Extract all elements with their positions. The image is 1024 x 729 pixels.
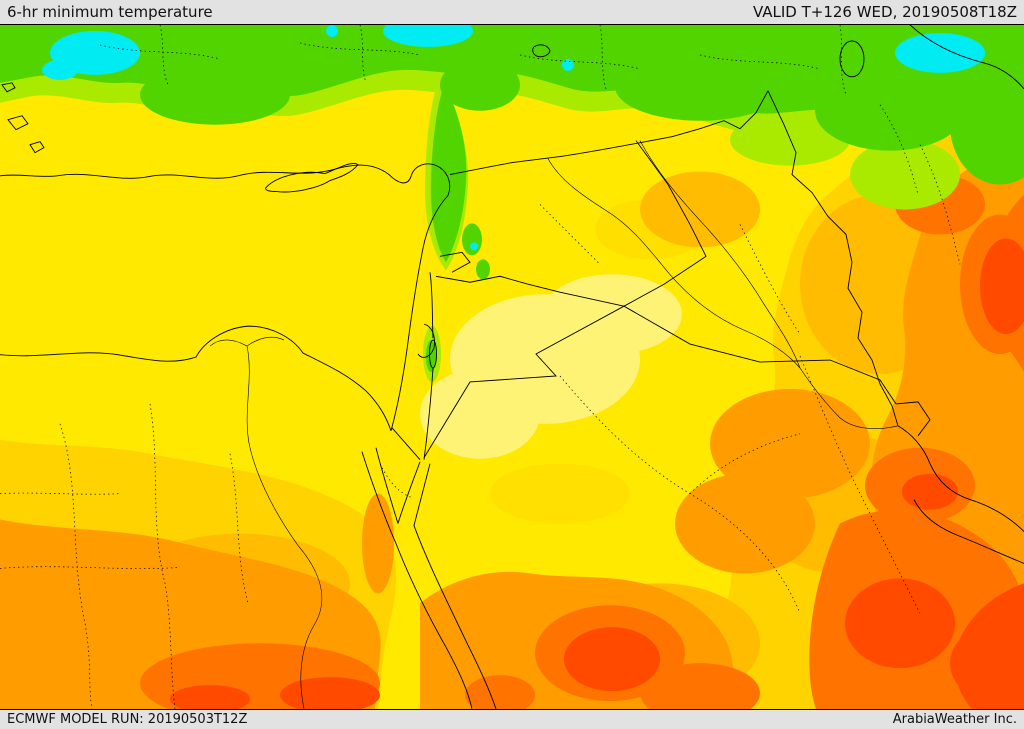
admin-line (299, 42, 421, 56)
temp-band-cyan (383, 25, 473, 47)
admin-line (559, 375, 801, 614)
temp-band-red-orange (950, 623, 1024, 704)
temp-band-green-lebanon (462, 223, 482, 256)
border-lebanon (439, 251, 471, 273)
lake-urmia (839, 40, 865, 78)
temp-band-pale-yellow (542, 274, 682, 355)
temp-band-cyan (895, 32, 985, 73)
coastline-red-sea-west (361, 451, 473, 709)
border-israel-egypt (391, 427, 421, 461)
border-saudi-iraq (623, 305, 897, 405)
admin-line (159, 25, 169, 85)
admin-line (839, 25, 847, 95)
coastline-north-africa (0, 325, 392, 431)
admin-line (0, 566, 181, 569)
admin-line (149, 403, 176, 709)
weather-map-canvas (0, 25, 1024, 709)
temp-band-cyan-lebanon (470, 242, 478, 251)
admin-line (379, 463, 413, 498)
admin-line (699, 54, 821, 70)
admin-line (59, 423, 93, 709)
coastline-gulf-of-suez (375, 447, 399, 524)
country-borders (391, 90, 931, 461)
border-turkey-iraq-iran (699, 90, 769, 130)
river-tigris (639, 140, 801, 369)
border-syria-iraq (623, 140, 707, 307)
weather-map-frame (0, 24, 1024, 710)
temp-band-green (440, 58, 520, 111)
temp-band-pale-yellow (420, 368, 540, 459)
border-iran-iraq (767, 90, 899, 426)
border-turkey-syria (449, 128, 701, 176)
temp-band-orange (675, 473, 815, 574)
temp-band-deep-orange (465, 675, 535, 709)
valid-time-label: VALID T+126 WED, 20190508T18Z (752, 3, 1017, 21)
temp-band-deep-orange (640, 663, 760, 709)
admin-line (359, 25, 367, 83)
temp-band-green-levant-mountains (430, 84, 467, 263)
temp-band-red-orange (902, 473, 958, 510)
header-bar: 6-hr minimum temperature VALID T+126 WED… (0, 0, 1024, 24)
admin-line (689, 433, 801, 494)
temp-band-cyan (326, 25, 338, 37)
temp-band-green (140, 64, 290, 125)
brand-label: ArabiaWeather Inc. (892, 712, 1017, 727)
admin-line (799, 355, 921, 614)
temp-band-orange (710, 388, 870, 499)
temp-band-cyan (42, 59, 78, 80)
temp-band-amber (640, 171, 760, 248)
coastline-sinai-east (397, 461, 421, 524)
temp-band-orange-suez (362, 493, 394, 594)
river-nile-delta (209, 336, 285, 347)
border-kuwait (895, 401, 931, 437)
coastline-persian-gulf-north (897, 425, 1024, 532)
temp-band-green (815, 70, 965, 151)
temp-band-green-judea (426, 340, 436, 372)
border-syria-jordan (435, 275, 625, 307)
temp-band-red-orange (170, 685, 250, 709)
temperature-bands (0, 25, 1024, 709)
temp-band-red-orange (845, 578, 955, 669)
temp-mottle (490, 463, 630, 524)
admin-line (879, 104, 919, 195)
coastlines (0, 25, 1024, 709)
temp-band-green-lebanon (476, 259, 490, 280)
temp-band-green (615, 52, 785, 121)
temp-band-red-orange (280, 677, 380, 709)
coastline-caspian (909, 25, 1024, 90)
model-run-label: ECMWF MODEL RUN: 20190503T12Z (7, 712, 248, 727)
footer-bar: ECMWF MODEL RUN: 20190503T12Z ArabiaWeat… (0, 710, 1024, 729)
admin-borders (0, 25, 961, 709)
lake-tuz (532, 44, 551, 58)
coastline-persian-gulf-south (913, 499, 1024, 564)
coastline-levant-anatolia (0, 163, 451, 431)
admin-line (99, 44, 221, 60)
river-euphrates (547, 158, 801, 369)
temp-band-light-green (850, 139, 960, 210)
admin-line (519, 54, 641, 70)
border-israel-jordan (423, 367, 434, 460)
river-nile (246, 346, 323, 709)
river-shatt-al-arab (799, 367, 899, 429)
border-jordan-saudi (423, 305, 625, 458)
admin-line (919, 144, 961, 265)
admin-line (739, 224, 801, 335)
temp-band-red-orange (980, 238, 1024, 335)
admin-line (599, 25, 607, 89)
border-west-bank (417, 323, 435, 358)
cyprus-island (265, 163, 359, 193)
rivers (209, 140, 899, 709)
temp-band-red-orange (564, 627, 660, 692)
aegean-islands (1, 82, 45, 154)
map-title: 6-hr minimum temperature (7, 3, 213, 21)
coastline-red-sea-east (413, 463, 497, 709)
temp-band-green-zagros (950, 64, 1024, 185)
temp-band-cyan (562, 58, 574, 71)
